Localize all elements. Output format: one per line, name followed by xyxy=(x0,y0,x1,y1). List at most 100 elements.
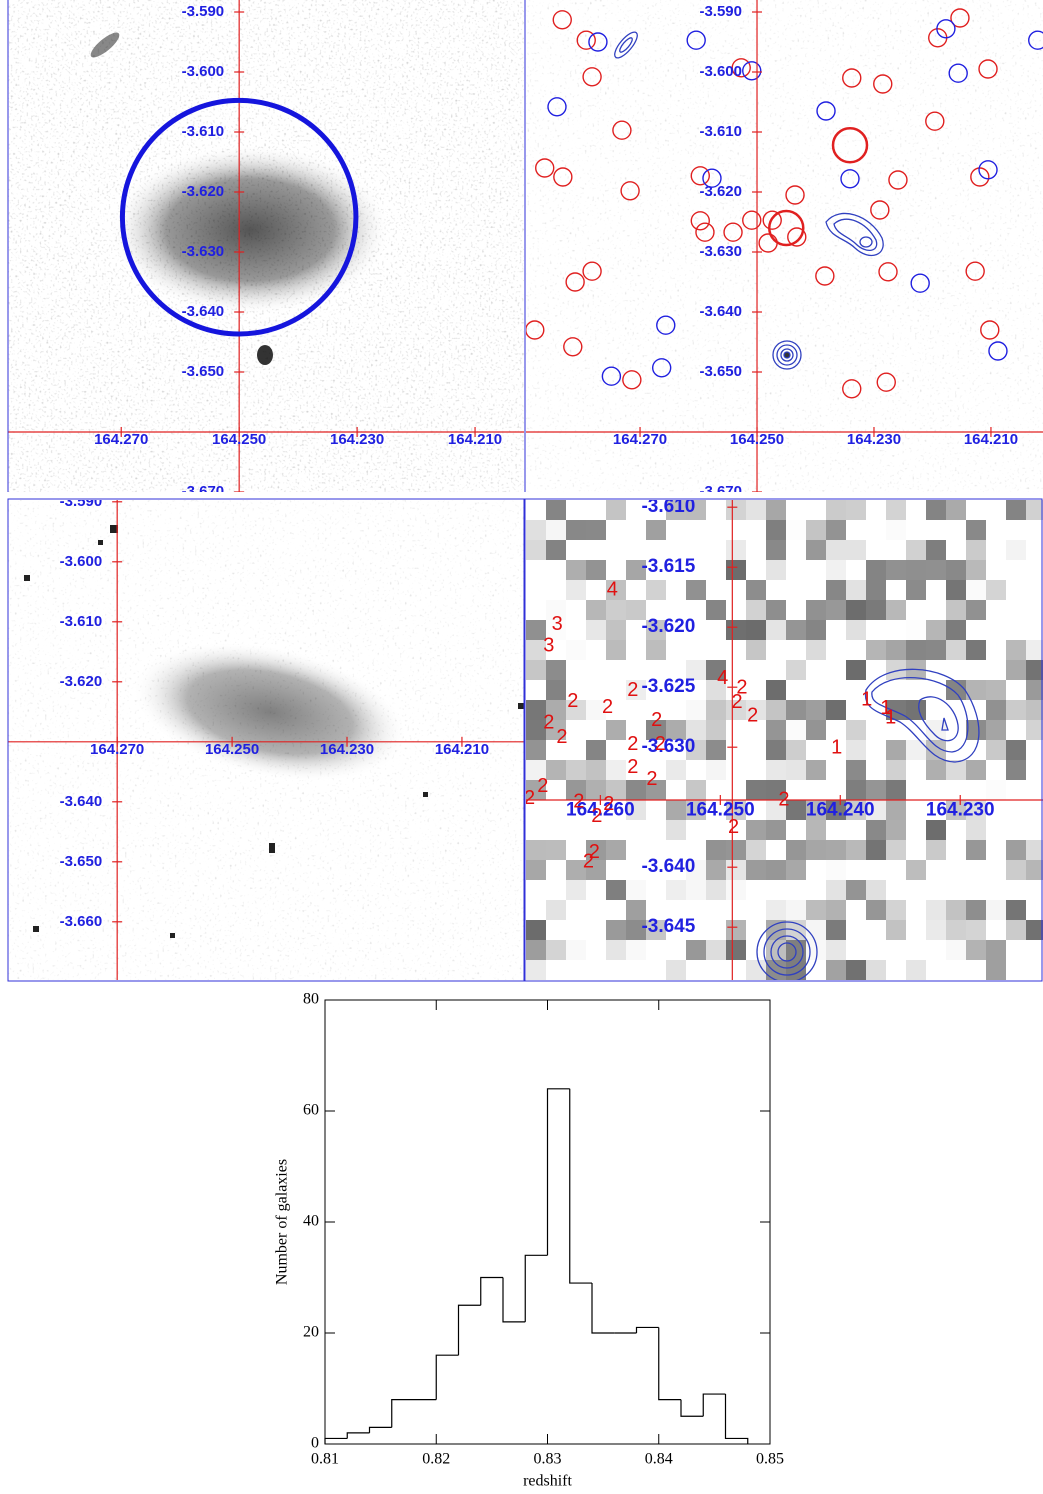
image-pixel xyxy=(546,540,566,560)
image-pixel xyxy=(1026,720,1043,740)
y-tick-label: 20 xyxy=(303,1324,319,1341)
contour xyxy=(833,218,878,251)
image-pixel xyxy=(826,900,846,920)
image-pixel xyxy=(746,500,766,520)
image-pixel xyxy=(866,640,886,660)
image-pixel xyxy=(786,660,806,680)
contours xyxy=(756,668,980,980)
source-marker xyxy=(768,209,805,247)
histogram-bin xyxy=(457,1304,481,1356)
image-pixel xyxy=(806,540,826,560)
x-tick-label: 0.82 xyxy=(422,1451,450,1468)
group-label: 2 xyxy=(747,704,758,726)
image-pixel xyxy=(846,800,866,820)
histogram-bin xyxy=(724,1394,749,1444)
source-marker xyxy=(565,272,585,292)
image-pixel xyxy=(606,760,626,780)
y-tick-label: -3.670 xyxy=(182,483,225,500)
image-pixel xyxy=(526,700,546,720)
image-pixel xyxy=(806,700,826,720)
image-pixel xyxy=(626,900,646,920)
source-marker xyxy=(978,59,998,79)
y-tick-label: -3.645 xyxy=(641,916,695,937)
image-pixel xyxy=(926,620,946,640)
image-pixel xyxy=(766,680,786,700)
panel-frames xyxy=(7,0,1043,982)
image-pixel xyxy=(966,680,986,700)
image-pixel xyxy=(686,800,706,820)
y-tick-label: -3.610 xyxy=(60,613,103,630)
image-pixel xyxy=(566,760,586,780)
image-pixel xyxy=(886,820,906,840)
image-pixel xyxy=(846,660,866,680)
image-pixel xyxy=(766,740,786,760)
source-marker xyxy=(553,167,573,187)
image-pixel xyxy=(706,600,726,620)
image-pixel xyxy=(1006,500,1026,520)
contour xyxy=(864,668,980,763)
image-pixel xyxy=(886,560,906,580)
image-pixel xyxy=(906,740,926,760)
image-pixel xyxy=(926,500,946,520)
y-tick-label: -3.590 xyxy=(60,493,103,510)
histogram-bin xyxy=(480,1276,503,1306)
image-pixel xyxy=(686,740,706,760)
image-pixel xyxy=(1026,680,1043,700)
image-pixel xyxy=(686,940,706,960)
y-tick-label: 0 xyxy=(311,1435,319,1452)
image-pixel xyxy=(726,940,746,960)
image-pixel xyxy=(946,940,966,960)
group-label: 2 xyxy=(567,690,578,712)
image-pixel xyxy=(546,660,566,680)
image-pixel xyxy=(766,760,786,780)
image-pixel xyxy=(766,600,786,620)
image-pixel xyxy=(526,760,546,780)
image-pixel xyxy=(926,720,946,740)
source-marker xyxy=(731,58,751,78)
image-pixel xyxy=(746,700,766,720)
contour xyxy=(756,921,818,980)
image-pixel xyxy=(606,640,626,660)
image-pixel xyxy=(926,900,946,920)
source-marker xyxy=(690,211,710,231)
source-marker xyxy=(695,222,715,242)
image-pixel xyxy=(866,600,886,620)
image-pixel xyxy=(586,620,606,640)
image-pixel xyxy=(906,700,926,720)
x-tick-label: 164.210 xyxy=(964,431,1018,448)
source-marker xyxy=(576,30,596,50)
histogram-bin xyxy=(324,1437,348,1444)
image-pixel xyxy=(886,800,906,820)
histogram-bin xyxy=(435,1354,459,1400)
image-pixel xyxy=(606,880,626,900)
x-tick-label: 164.230 xyxy=(320,741,374,758)
x-tick-label: 164.250 xyxy=(686,799,755,820)
image-pixel xyxy=(986,580,1006,600)
y-tick-label: -3.660 xyxy=(60,913,103,930)
image-pixel xyxy=(526,520,546,540)
image-pixel xyxy=(646,580,666,600)
image-pixel xyxy=(806,840,826,860)
image-pixel xyxy=(726,860,746,880)
source-marker xyxy=(526,320,545,340)
y-tick-label: -3.620 xyxy=(641,616,695,637)
image-pixel xyxy=(1026,840,1043,860)
source-marker xyxy=(547,97,567,117)
source-marker xyxy=(690,166,710,186)
y-tick-label: -3.610 xyxy=(699,123,742,140)
image-pixel xyxy=(1026,500,1043,520)
image-pixel xyxy=(1026,860,1043,880)
image-pixel xyxy=(846,780,866,800)
image-panel: 164.270 164.250 164.230 164.210 -3.590 -3.600… xyxy=(8,0,524,500)
group-label: 3 xyxy=(552,613,563,635)
image-pixel xyxy=(866,880,886,900)
source-marker xyxy=(842,379,862,399)
image-pixel xyxy=(1026,920,1043,940)
contour xyxy=(614,31,638,59)
image-pixel xyxy=(606,840,626,860)
contour xyxy=(780,348,794,362)
y-tick-label: -3.625 xyxy=(641,676,695,697)
group-label: 2 xyxy=(627,679,638,701)
group-label: 2 xyxy=(646,768,657,790)
image-pixel xyxy=(986,680,1006,700)
